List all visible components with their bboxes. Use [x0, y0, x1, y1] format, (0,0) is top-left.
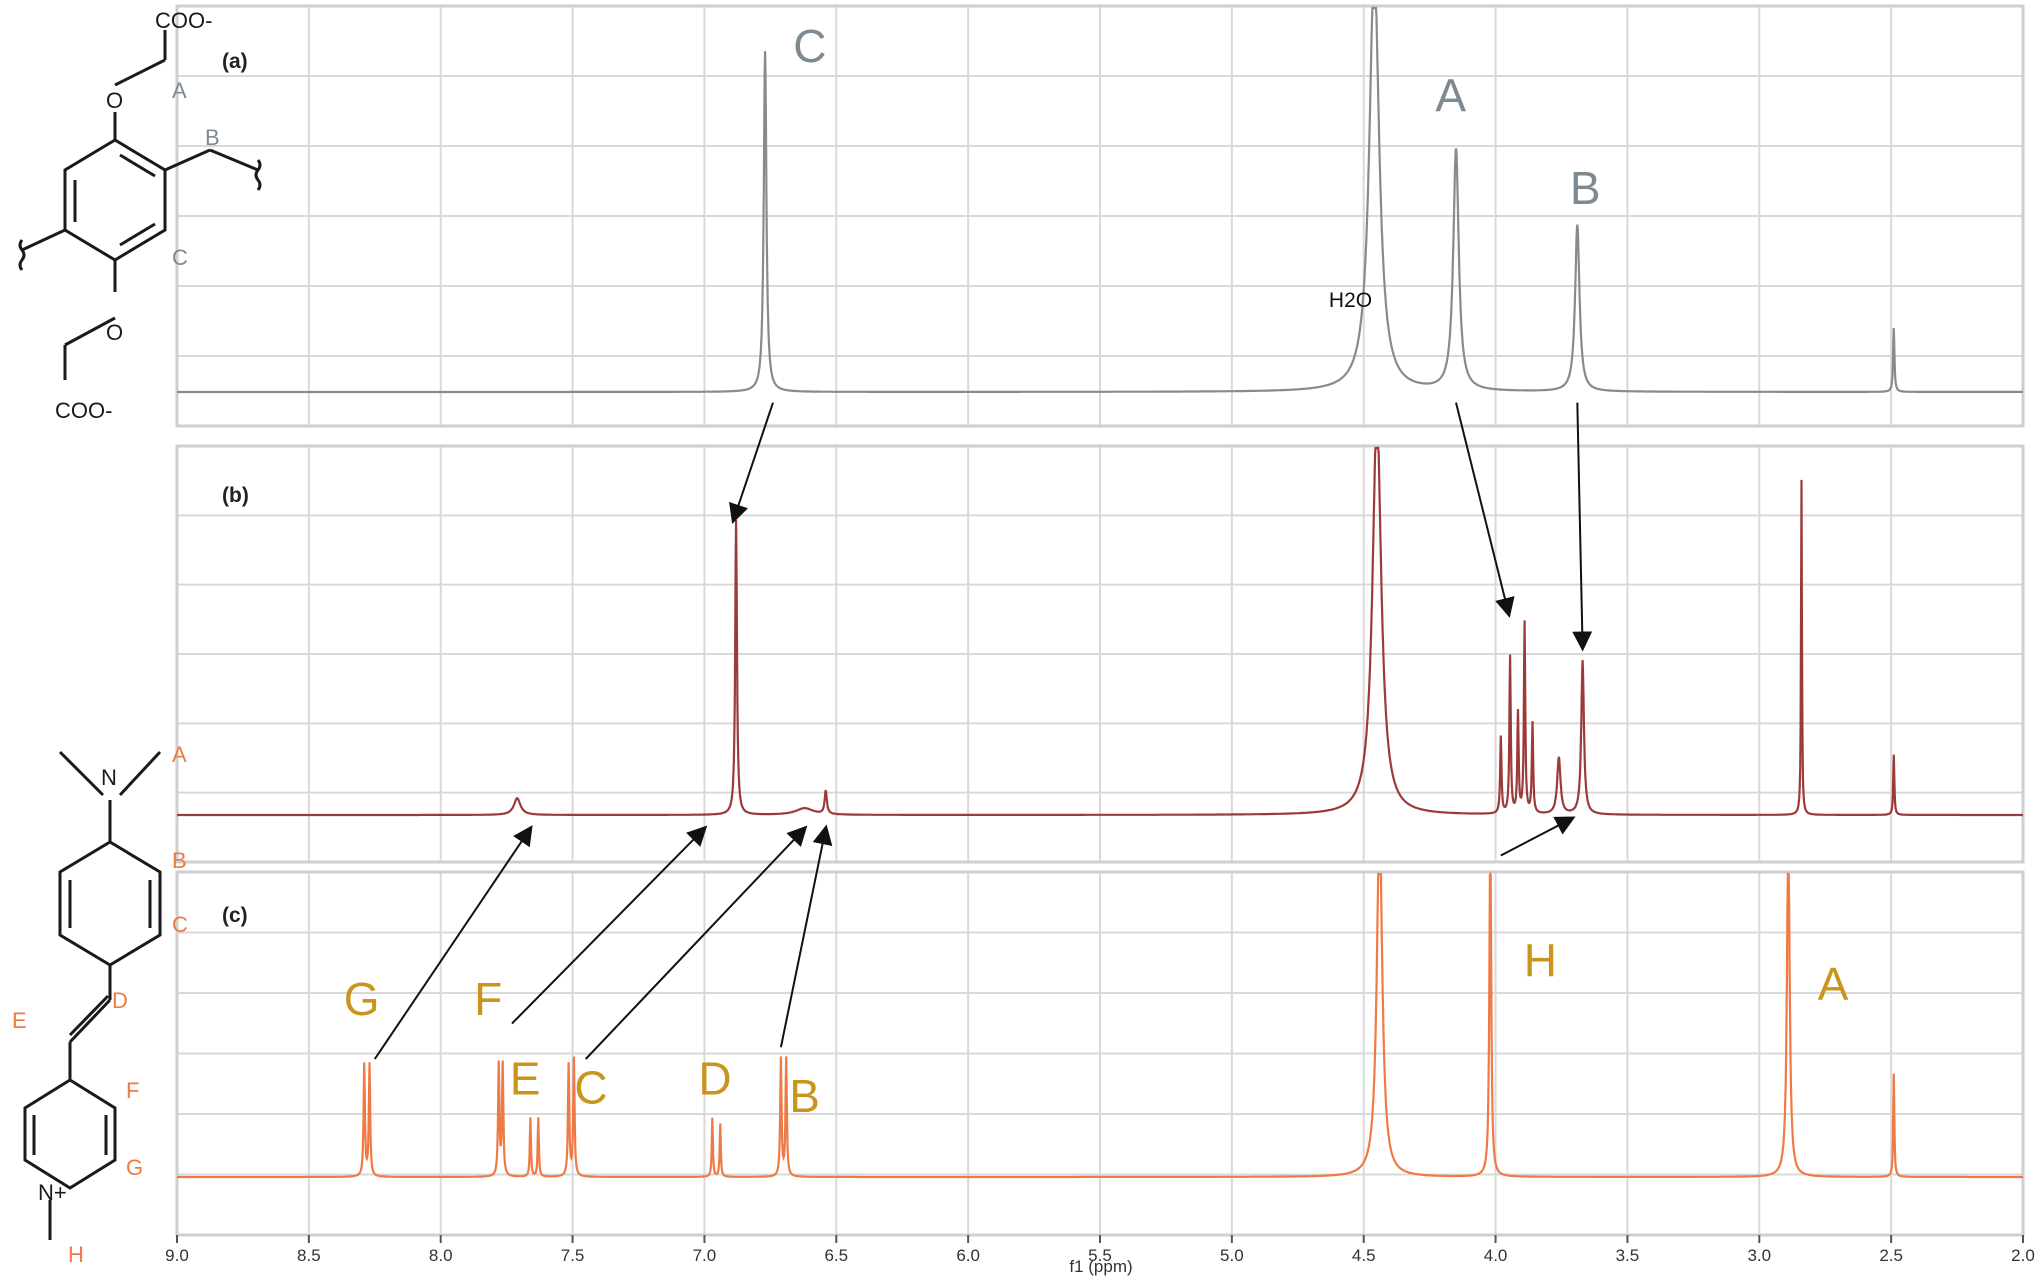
amine-nitrogen-label: N: [101, 765, 117, 790]
structure-c-site-e: E: [12, 1008, 27, 1033]
spectrum-line-c: [177, 871, 2023, 1179]
structure-c-site-g: G: [126, 1155, 143, 1180]
structure-c: N N+ A B C D E F G H: [12, 742, 188, 1267]
peak-annotation: A: [1435, 70, 1466, 122]
grid-lines: [176, 6, 2024, 1235]
peak-annotation: C: [793, 20, 826, 72]
correlation-arrow: [511, 825, 708, 1025]
oxygen-top-label: O: [106, 88, 123, 113]
peak-annotation: H2O: [1329, 289, 1372, 312]
correlation-arrow: [779, 824, 833, 1048]
structure-a-site-a: A: [172, 78, 187, 103]
oxygen-bottom-label: O: [106, 320, 123, 345]
panel-label-a: (a): [222, 50, 248, 73]
structure-a-site-b: B: [205, 125, 220, 150]
x-tick-label: 2.0: [2011, 1246, 2035, 1265]
spectrum-line-a: [177, 6, 2023, 394]
correlation-arrow: [585, 825, 808, 1060]
x-tick-label: 5.0: [1220, 1246, 1244, 1265]
x-tick-label: 7.0: [693, 1246, 717, 1265]
panel-frame: [175, 444, 2025, 864]
peak-annotation: C: [574, 1061, 607, 1113]
pyridinium-nitrogen-label: N+: [38, 1180, 67, 1205]
x-tick-label: 9.0: [165, 1246, 189, 1265]
x-tick-label: 3.5: [1616, 1246, 1640, 1265]
panel-label-c: (c): [222, 904, 248, 927]
x-tick-label: 5.5: [1088, 1246, 1112, 1265]
x-tick-label: 3.0: [1747, 1246, 1771, 1265]
structure-c-site-d: D: [112, 988, 128, 1013]
peak-annotation: E: [510, 1052, 541, 1104]
structure-c-site-f: F: [126, 1078, 139, 1103]
correlation-arrow: [1572, 402, 1593, 652]
peak-annotation: B: [789, 1070, 820, 1122]
correlation-arrow: [1500, 816, 1576, 857]
carboxylate-top-label: COO-: [155, 8, 212, 33]
peak-annotation: F: [474, 973, 502, 1025]
correlation-arrow: [373, 825, 533, 1060]
spectra: (a) (b) (c): [177, 6, 2023, 1179]
x-tick-label: 6.0: [956, 1246, 980, 1265]
correlation-arrows: [373, 402, 1593, 1060]
x-tick-label: 4.5: [1352, 1246, 1376, 1265]
structure-c-site-h: H: [68, 1242, 84, 1267]
x-tick-label: 8.0: [429, 1246, 453, 1265]
x-axis-ticks: 9.0 8.5 8.0 7.5 7.0 6.5 6.0 5.5 5.0 4.5 4.0 3.5 3.0 2…: [165, 1235, 2035, 1265]
x-tick-label: 6.5: [824, 1246, 848, 1265]
peak-annotation: G: [344, 973, 380, 1025]
structure-a: COO- COO- O O A B C: [18, 8, 262, 423]
spectrum-line-b: [177, 446, 2023, 817]
correlation-arrow: [729, 402, 774, 524]
structure-c-site-b: B: [172, 848, 187, 873]
peak-annotation: A: [1818, 958, 1849, 1010]
structure-c-site-a: A: [172, 742, 187, 767]
peak-annotation: D: [698, 1052, 731, 1104]
structure-a-site-c: C: [172, 245, 188, 270]
x-tick-label: 7.5: [561, 1246, 585, 1265]
x-tick-label: 8.5: [297, 1246, 321, 1265]
x-tick-label: 4.0: [1484, 1246, 1508, 1265]
peak-annotation: B: [1570, 162, 1601, 214]
x-axis-label: f1 (ppm): [1069, 1257, 1132, 1276]
correlation-arrow: [1455, 402, 1515, 618]
panel-frame: [175, 4, 2025, 428]
structure-c-site-c: C: [172, 912, 188, 937]
peak-annotation: H: [1524, 934, 1557, 986]
carboxylate-bottom-label: COO-: [55, 398, 112, 423]
panel-label-b: (b): [222, 484, 249, 507]
x-tick-label: 2.5: [1879, 1246, 1903, 1265]
